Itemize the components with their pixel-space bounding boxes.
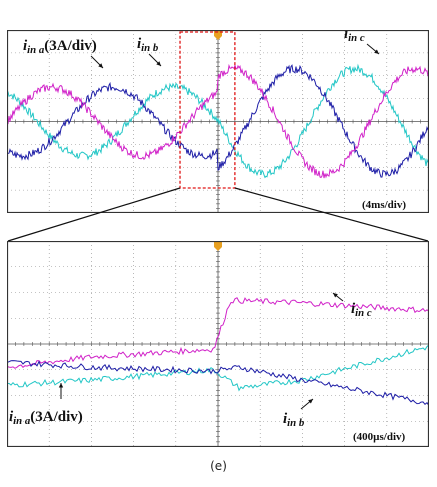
top-oscilloscope-panel: iin a(3A/div) iin b iin c (4ms/div) bbox=[6, 26, 430, 214]
trigger-marker-icon bbox=[214, 31, 222, 40]
bottom-series-a-line bbox=[6, 344, 430, 392]
top-time-scale-label: (4ms/div) bbox=[362, 199, 406, 211]
top-series-a-line bbox=[7, 63, 429, 179]
bottom-oscilloscope-panel: iin c iin a(3A/div) iin b (400µs/div) bbox=[6, 240, 430, 448]
bottom-arrow-ib-head bbox=[308, 399, 313, 404]
top-series-c-line bbox=[6, 63, 430, 179]
bottom-label-ib: iin b bbox=[283, 411, 305, 429]
top-frame bbox=[6, 29, 430, 214]
zoom-window-box bbox=[179, 31, 236, 189]
top-label-ib: iin b bbox=[137, 36, 159, 54]
bottom-scale-bg bbox=[349, 428, 427, 444]
bottom-label-ic: iin c bbox=[351, 301, 372, 319]
bottom-arrow-ic-head bbox=[333, 293, 338, 298]
top-label-ia: iin a(3A/div) bbox=[23, 38, 97, 56]
bottom-series-c-line bbox=[6, 297, 430, 369]
top-arrow-ic-head bbox=[374, 49, 379, 54]
bottom-time-scale-label: (400µs/div) bbox=[353, 431, 406, 443]
top-series-b-line bbox=[7, 64, 430, 178]
top-waveform-plot: iin a(3A/div) iin b iin c (4ms/div) bbox=[6, 26, 430, 214]
figure-label: (e) bbox=[210, 459, 227, 473]
bottom-arrow-ia-head bbox=[58, 383, 64, 388]
trigger-marker-icon bbox=[214, 242, 222, 251]
bottom-series-b-line bbox=[6, 360, 430, 407]
top-label-ic: iin c bbox=[344, 30, 365, 44]
bottom-frame bbox=[6, 240, 430, 448]
bottom-label-ia: iin a(3A/div) bbox=[9, 409, 83, 427]
top-arrow-ib-head bbox=[156, 61, 161, 66]
top-arrow-ia-head bbox=[98, 63, 103, 68]
bottom-waveform-plot: iin c iin a(3A/div) iin b (400µs/div) bbox=[6, 240, 430, 448]
